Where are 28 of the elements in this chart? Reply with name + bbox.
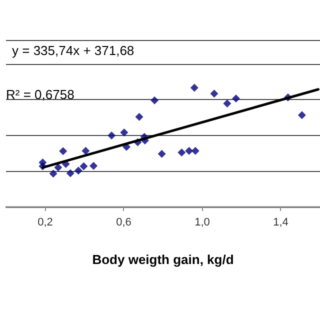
point [120, 128, 128, 136]
point [298, 111, 306, 120]
point [191, 146, 200, 155]
point [66, 169, 74, 178]
point [223, 99, 232, 108]
point [54, 164, 62, 172]
point [90, 162, 98, 170]
x-tick-label: 1,4 [273, 216, 288, 228]
x-tick-label: 0,6 [116, 216, 132, 228]
point [190, 84, 198, 92]
point [210, 90, 218, 98]
x-tick-label: 0,2 [38, 216, 53, 228]
point [135, 112, 144, 121]
point [82, 146, 90, 155]
annotation: R² = 0,6758 [6, 87, 74, 102]
point [108, 132, 116, 140]
text: y = 335,74x + 371,68 [12, 43, 134, 58]
point [158, 150, 166, 158]
point [150, 96, 159, 104]
point [185, 146, 194, 155]
point [232, 94, 240, 102]
point [49, 170, 58, 178]
x-axis-title: Body weigth gain, kg/d [92, 252, 234, 267]
point [74, 166, 82, 175]
point [178, 148, 186, 156]
point [80, 162, 88, 170]
point [59, 147, 68, 156]
x-tick-label: 1,0 [194, 216, 210, 228]
